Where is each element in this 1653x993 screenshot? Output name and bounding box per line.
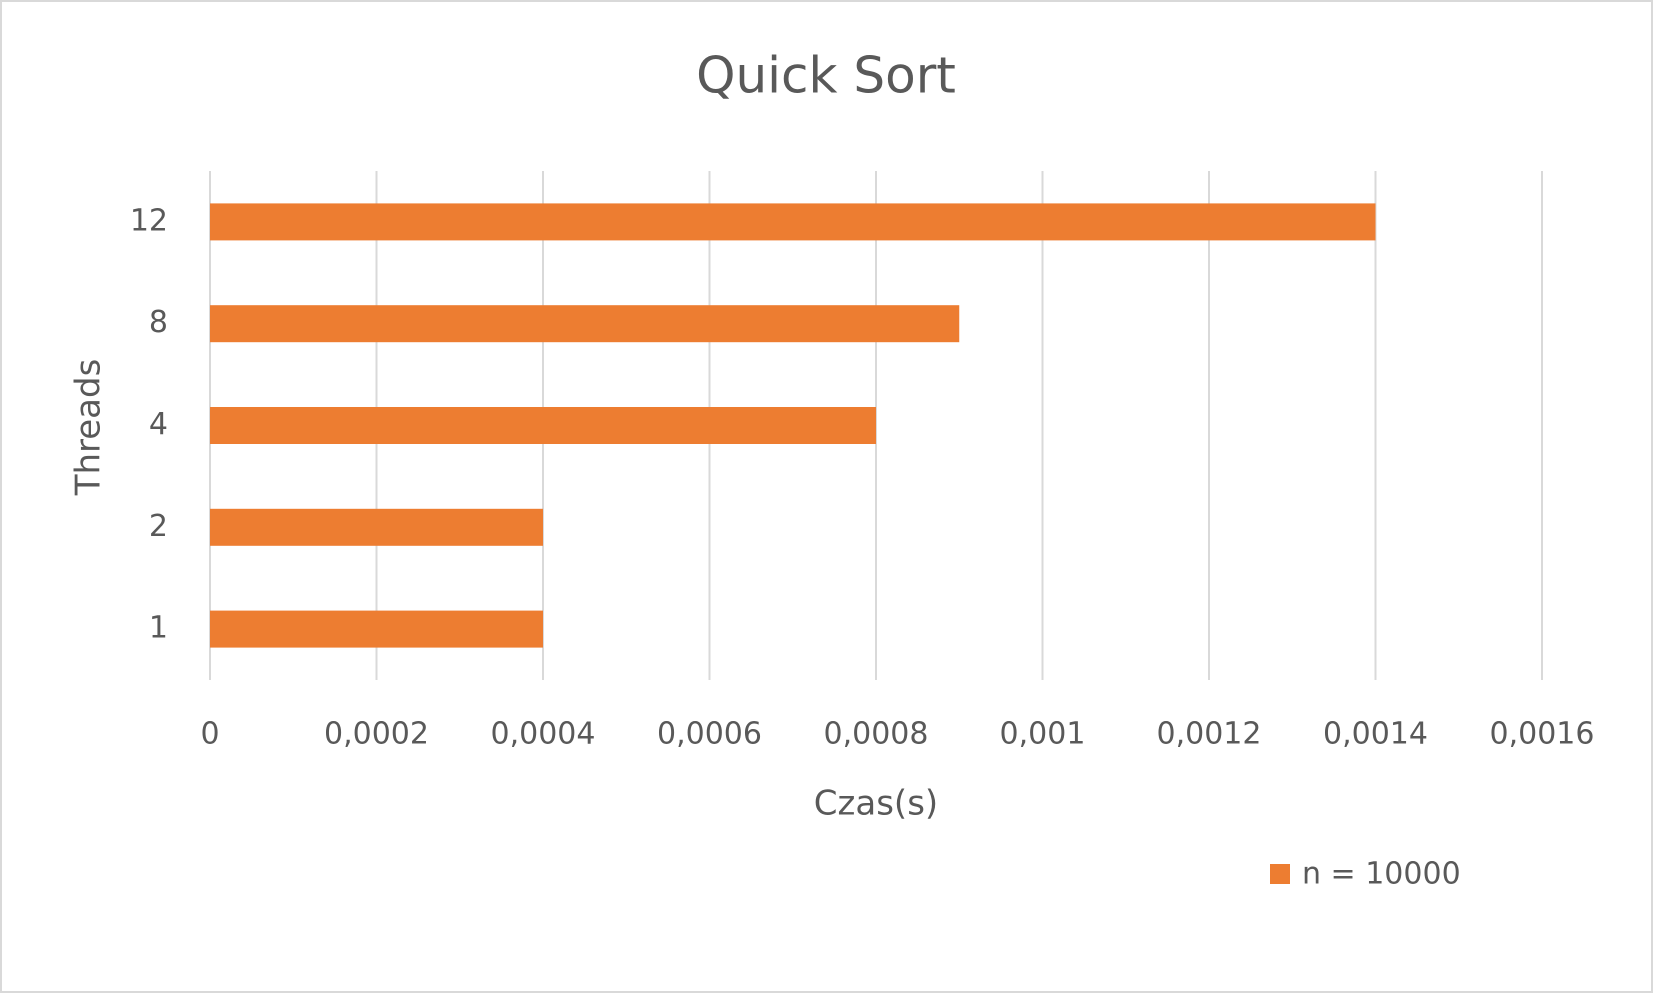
x-tick-label: 0,0016 xyxy=(1490,717,1595,752)
bar xyxy=(210,203,1376,241)
x-tick-label: 0,0014 xyxy=(1323,717,1428,752)
y-tick-label: 1 xyxy=(149,611,168,646)
y-tick-label: 12 xyxy=(130,203,168,238)
x-tick-label: 0 xyxy=(200,717,219,752)
y-tick-label: 8 xyxy=(149,305,168,340)
x-tick-label: 0,0004 xyxy=(491,717,596,752)
y-tick-label: 4 xyxy=(149,407,168,442)
bar xyxy=(210,508,543,546)
x-axis-title: Czas(s) xyxy=(814,784,938,824)
y-axis-title: Threads xyxy=(69,359,109,497)
chart-title: Quick Sort xyxy=(696,47,956,105)
bar xyxy=(210,305,960,343)
bar xyxy=(210,407,876,444)
bar xyxy=(210,610,543,648)
x-tick-label: 0,0012 xyxy=(1157,717,1262,752)
x-tick-label: 0,001 xyxy=(1000,717,1086,752)
x-tick-label: 0,0006 xyxy=(657,717,762,752)
x-tick-label: 0,0008 xyxy=(824,717,929,752)
x-tick-label: 0,0002 xyxy=(324,717,429,752)
y-tick-label: 2 xyxy=(149,509,168,544)
legend-label: n = 10000 xyxy=(1302,857,1461,892)
legend-swatch xyxy=(1270,864,1290,884)
